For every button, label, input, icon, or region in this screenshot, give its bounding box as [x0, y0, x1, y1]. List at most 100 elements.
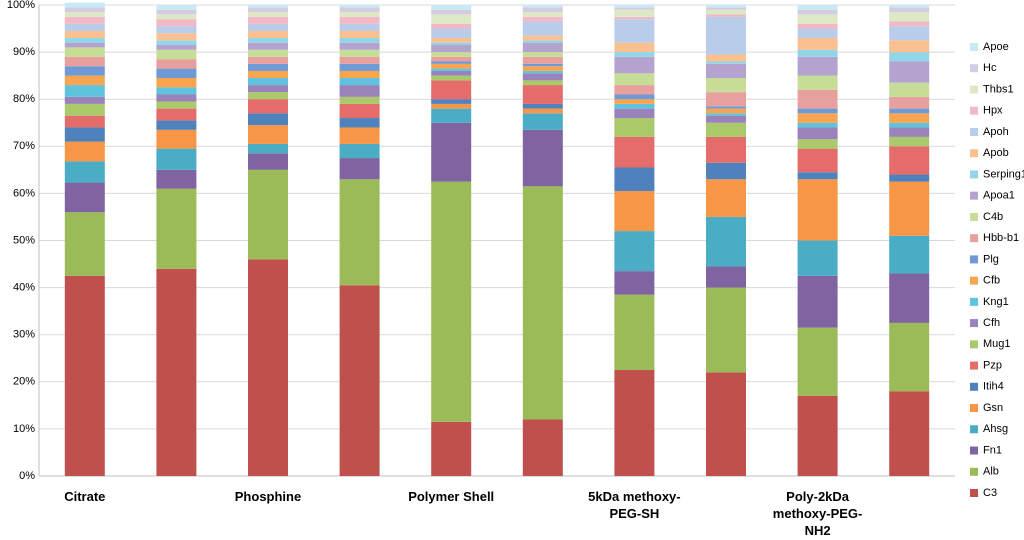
bar-segment — [431, 42, 472, 46]
y-tick-label: 20% — [13, 376, 35, 388]
legend-label: Apoh — [983, 126, 1009, 138]
bar-segment — [64, 56, 105, 67]
legend-swatch — [970, 297, 978, 306]
legend-swatch — [970, 255, 978, 264]
legend-swatch — [970, 170, 978, 179]
y-tick-label: 10% — [13, 423, 35, 435]
bar-segment — [522, 73, 563, 81]
bar-segment — [156, 188, 197, 269]
bar-segment — [64, 115, 105, 128]
legend-swatch — [970, 149, 978, 158]
bar-segment — [156, 129, 197, 149]
legend-swatch — [970, 85, 978, 94]
bar-segment — [64, 23, 105, 31]
bar-segment — [797, 148, 838, 173]
bar-segment — [248, 143, 288, 154]
legend-label: Serping1 — [983, 168, 1024, 180]
y-tick-label: 30% — [13, 329, 35, 341]
bar-segment — [64, 103, 105, 116]
legend-label: Gsn — [983, 402, 1003, 414]
bar-segment — [797, 139, 838, 149]
bar-segment — [522, 103, 563, 109]
legend-swatch — [970, 489, 978, 497]
bar-segment — [797, 9, 838, 15]
legend-label: Fn1 — [983, 444, 1002, 456]
bar-segment — [797, 240, 838, 276]
bar-segment — [889, 5, 930, 8]
bar-segment — [614, 136, 655, 168]
bar-segment — [156, 45, 197, 50]
legend-swatch — [970, 361, 978, 370]
bar-segment — [797, 89, 838, 109]
bar-segment — [889, 146, 930, 175]
bar-segment — [339, 37, 380, 43]
bar-segment — [797, 28, 838, 38]
y-tick-label: 40% — [13, 282, 35, 294]
legend-label: Pzp — [983, 359, 1002, 371]
bar-segment — [522, 70, 563, 74]
bar-segment — [156, 49, 197, 60]
bar-segment — [339, 158, 380, 180]
bar-segment — [614, 16, 655, 20]
bar-segment — [248, 153, 288, 170]
legend-swatch — [970, 276, 978, 285]
bar-segment — [339, 56, 380, 64]
bar-segment — [522, 5, 563, 8]
legend-label: Thbs1 — [983, 83, 1014, 95]
legend-swatch — [970, 191, 978, 200]
bar-segment — [248, 37, 288, 43]
bar-segment — [339, 7, 380, 13]
bar-segment — [64, 161, 105, 183]
bar-segment — [431, 45, 472, 53]
bar-segment — [797, 56, 838, 76]
bar-segment — [614, 231, 655, 272]
bar-segment — [156, 87, 197, 95]
bar-segment — [706, 162, 746, 180]
legend-label: Kng1 — [983, 296, 1009, 308]
bar-segment — [339, 70, 380, 79]
bar-segment — [248, 113, 288, 126]
y-tick-label: 50% — [13, 234, 35, 246]
legend-label: Mug1 — [983, 338, 1011, 350]
legend-label: C3 — [983, 487, 997, 499]
bar-segment — [156, 9, 197, 15]
bar-segment — [889, 108, 930, 114]
bar-segment — [889, 7, 930, 13]
bar-segment — [156, 108, 197, 121]
bar-segment — [889, 235, 930, 274]
bar-segment — [431, 9, 472, 15]
bar-segment — [339, 179, 380, 286]
bar-segment — [614, 19, 655, 43]
bar-segment — [64, 16, 105, 24]
bar-segment — [156, 5, 197, 10]
bar-segment — [156, 40, 197, 46]
bar-segment — [797, 179, 838, 241]
bar-segment — [706, 7, 746, 10]
legend-swatch — [970, 382, 978, 391]
bar-segment — [64, 2, 105, 8]
legend-label: C4b — [983, 211, 1003, 223]
bar-segment — [64, 212, 105, 276]
bar-segment — [156, 33, 197, 41]
bar-segment — [614, 167, 655, 192]
bar-segment — [614, 294, 655, 371]
bar-segment — [706, 266, 746, 288]
bar-segment — [156, 19, 197, 27]
bar-segment — [156, 14, 197, 20]
bar-segment — [156, 78, 197, 88]
bar-segment — [248, 12, 288, 17]
bar-segment — [614, 271, 655, 295]
legend-swatch — [970, 404, 978, 413]
bar-segment — [64, 7, 105, 13]
bar-segment — [431, 52, 472, 57]
bar-segment — [248, 125, 288, 144]
bar-segment — [797, 275, 838, 328]
bar-segment — [431, 68, 472, 71]
bar-segment — [889, 174, 930, 182]
legend-label: Cfh — [983, 317, 1000, 329]
bar-segment — [706, 372, 746, 476]
bar-segment — [706, 54, 746, 62]
bar-segment — [522, 113, 563, 130]
y-tick-label: 80% — [13, 93, 35, 105]
bar-segment — [614, 73, 655, 86]
